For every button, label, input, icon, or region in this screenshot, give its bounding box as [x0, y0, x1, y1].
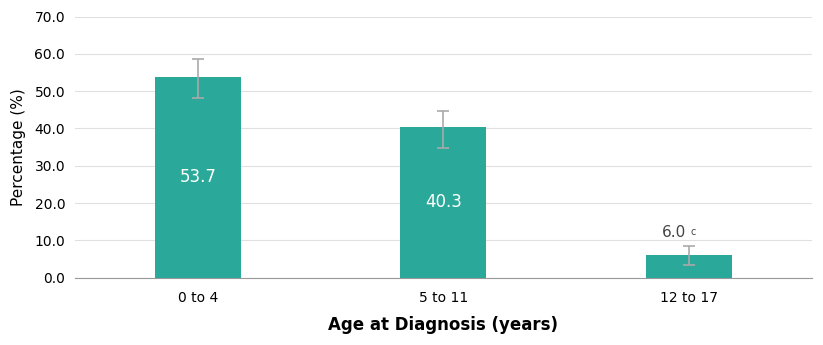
Bar	[646, 255, 732, 278]
Text: 6.0: 6.0	[663, 225, 686, 240]
Bar	[155, 77, 241, 278]
Text: 40.3: 40.3	[425, 194, 462, 211]
X-axis label: Age at Diagnosis (years): Age at Diagnosis (years)	[328, 316, 558, 334]
Text: 53.7: 53.7	[179, 168, 216, 187]
Text: c: c	[690, 227, 695, 237]
Bar	[401, 127, 486, 278]
Y-axis label: Percentage (%): Percentage (%)	[12, 88, 26, 206]
